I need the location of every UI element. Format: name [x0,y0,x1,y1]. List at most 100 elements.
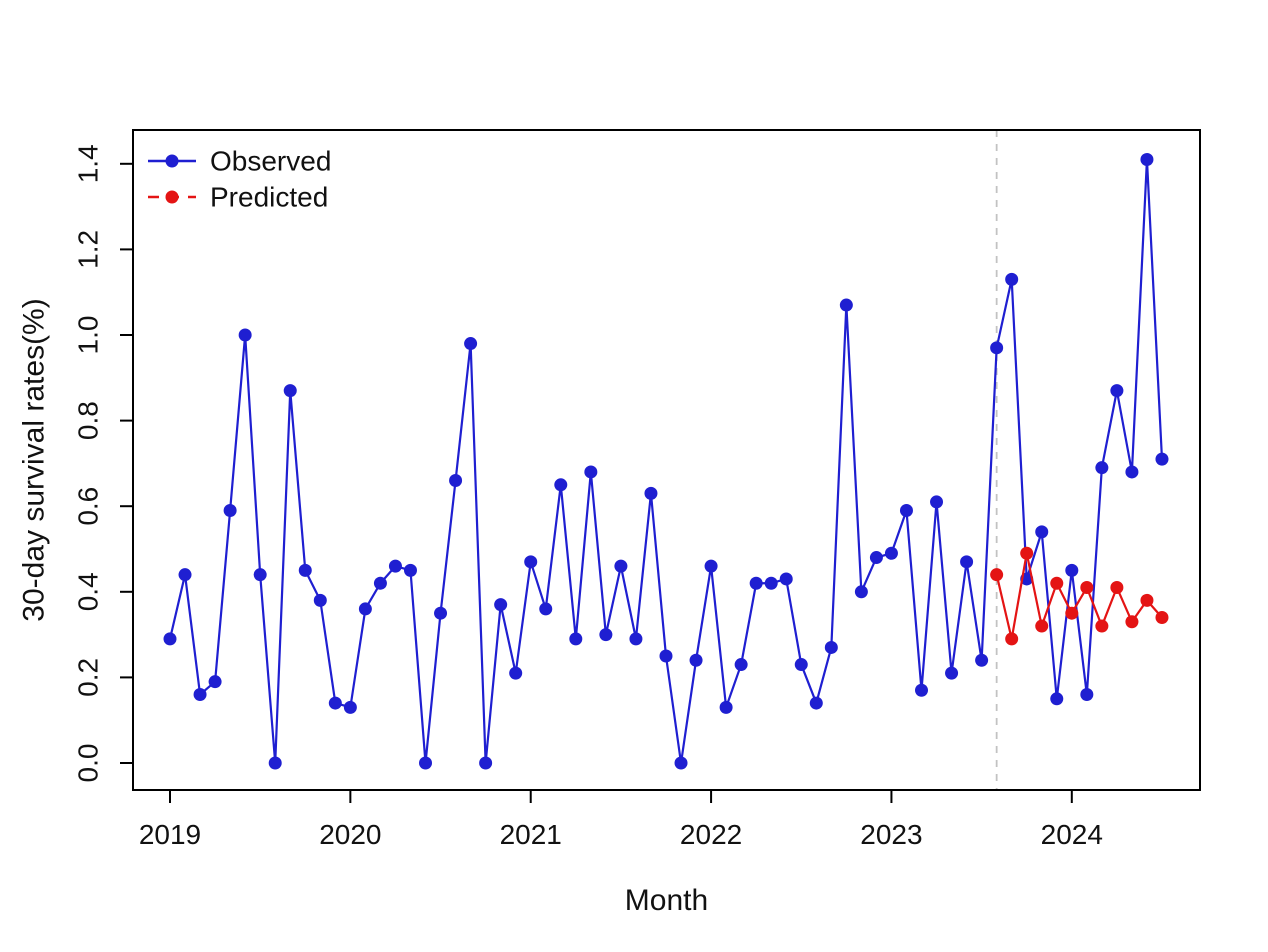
legend-observed-marker [165,154,179,168]
data-point-observed [464,337,478,351]
data-point-observed [824,640,838,654]
x-tick-label: 2020 [319,819,381,850]
data-point-observed [569,632,583,646]
y-tick-label: 1.0 [73,316,104,355]
data-point-observed [253,568,267,582]
data-point-observed [1050,692,1064,706]
data-point-observed [238,328,252,342]
data-point-observed [524,555,538,569]
y-tick-label: 0.6 [73,487,104,526]
data-point-predicted [1080,581,1094,595]
data-point-observed [749,576,763,590]
data-point-observed [674,756,688,770]
legend-predicted-marker [165,190,179,204]
data-point-observed [449,474,463,488]
observed-series [163,153,1169,770]
data-point-observed [854,585,868,599]
data-point-observed [388,559,402,573]
data-point-observed [178,568,192,582]
data-point-observed [884,546,898,560]
legend-predicted-label: Predicted [210,182,328,213]
data-point-observed [434,606,448,620]
data-point-observed [990,341,1004,355]
x-tick-label: 2023 [860,819,922,850]
data-point-observed [554,478,568,492]
data-point-observed [975,653,989,667]
legend-observed-label: Observed [210,146,331,177]
data-point-observed [719,700,733,714]
data-point-observed [283,384,297,398]
data-point-observed [1095,461,1109,475]
data-point-observed [403,563,417,577]
data-point-observed [1005,272,1019,286]
data-point-observed [1140,153,1154,167]
plot-border [132,129,1201,791]
data-point-observed [328,696,342,710]
data-point-observed [599,628,613,642]
predicted-series [990,546,1169,646]
data-point-predicted [1020,546,1034,560]
data-point-observed [614,559,628,573]
data-point-observed [915,683,928,697]
x-axis-title: Month [625,884,708,917]
data-point-observed [1080,688,1094,702]
data-point-observed [764,576,778,590]
data-point-observed [629,632,643,646]
data-point-observed [779,572,793,586]
x-tick-label: 2022 [680,819,742,850]
data-point-observed [1155,452,1169,466]
data-point-observed [945,666,959,680]
data-point-predicted [1050,576,1064,590]
data-point-observed [1125,465,1139,479]
data-point-observed [373,576,387,590]
data-point-observed [839,298,853,312]
data-point-observed [734,658,748,672]
data-point-observed [869,551,883,565]
data-point-observed [794,658,808,672]
y-tick-label: 0.8 [73,401,104,440]
data-point-observed [930,495,944,509]
data-point-predicted [1065,606,1079,620]
legend: Observed Predicted [148,146,331,213]
x-tick-label: 2024 [1041,819,1103,850]
data-point-observed [659,649,673,663]
y-tick-label: 0.2 [73,658,104,697]
data-point-observed [298,563,312,577]
data-point-observed [584,465,598,479]
data-point-observed [1035,525,1049,539]
data-point-observed [479,756,493,770]
data-point-observed [1065,563,1079,577]
y-axis-title: 30-day survival rates(%) [18,298,51,621]
data-point-observed [899,503,913,517]
data-point-observed [704,559,718,573]
data-point-observed [689,653,703,667]
x-tick-label: 2021 [500,819,562,850]
y-tick-label: 1.4 [73,144,104,183]
data-point-predicted [1005,632,1019,646]
data-point-observed [313,593,327,607]
data-point-observed [1110,384,1124,398]
data-point-observed [268,756,282,770]
data-point-predicted [1095,619,1109,633]
data-point-observed [358,602,372,616]
data-point-observed [208,675,222,689]
data-point-observed [343,700,357,714]
data-point-observed [509,666,523,680]
data-point-observed [960,555,974,569]
x-tick-label: 2019 [139,819,201,850]
y-tick-label: 0.4 [73,572,104,611]
data-point-observed [223,503,237,517]
y-tick-label: 1.2 [73,230,104,269]
data-point-predicted [1140,593,1154,607]
data-point-observed [644,486,658,500]
data-point-predicted [1035,619,1049,633]
data-point-observed [163,632,177,646]
data-point-observed [419,756,433,770]
data-point-predicted [990,568,1004,582]
data-point-observed [539,602,553,616]
data-point-predicted [1125,615,1139,629]
data-point-observed [193,688,207,702]
